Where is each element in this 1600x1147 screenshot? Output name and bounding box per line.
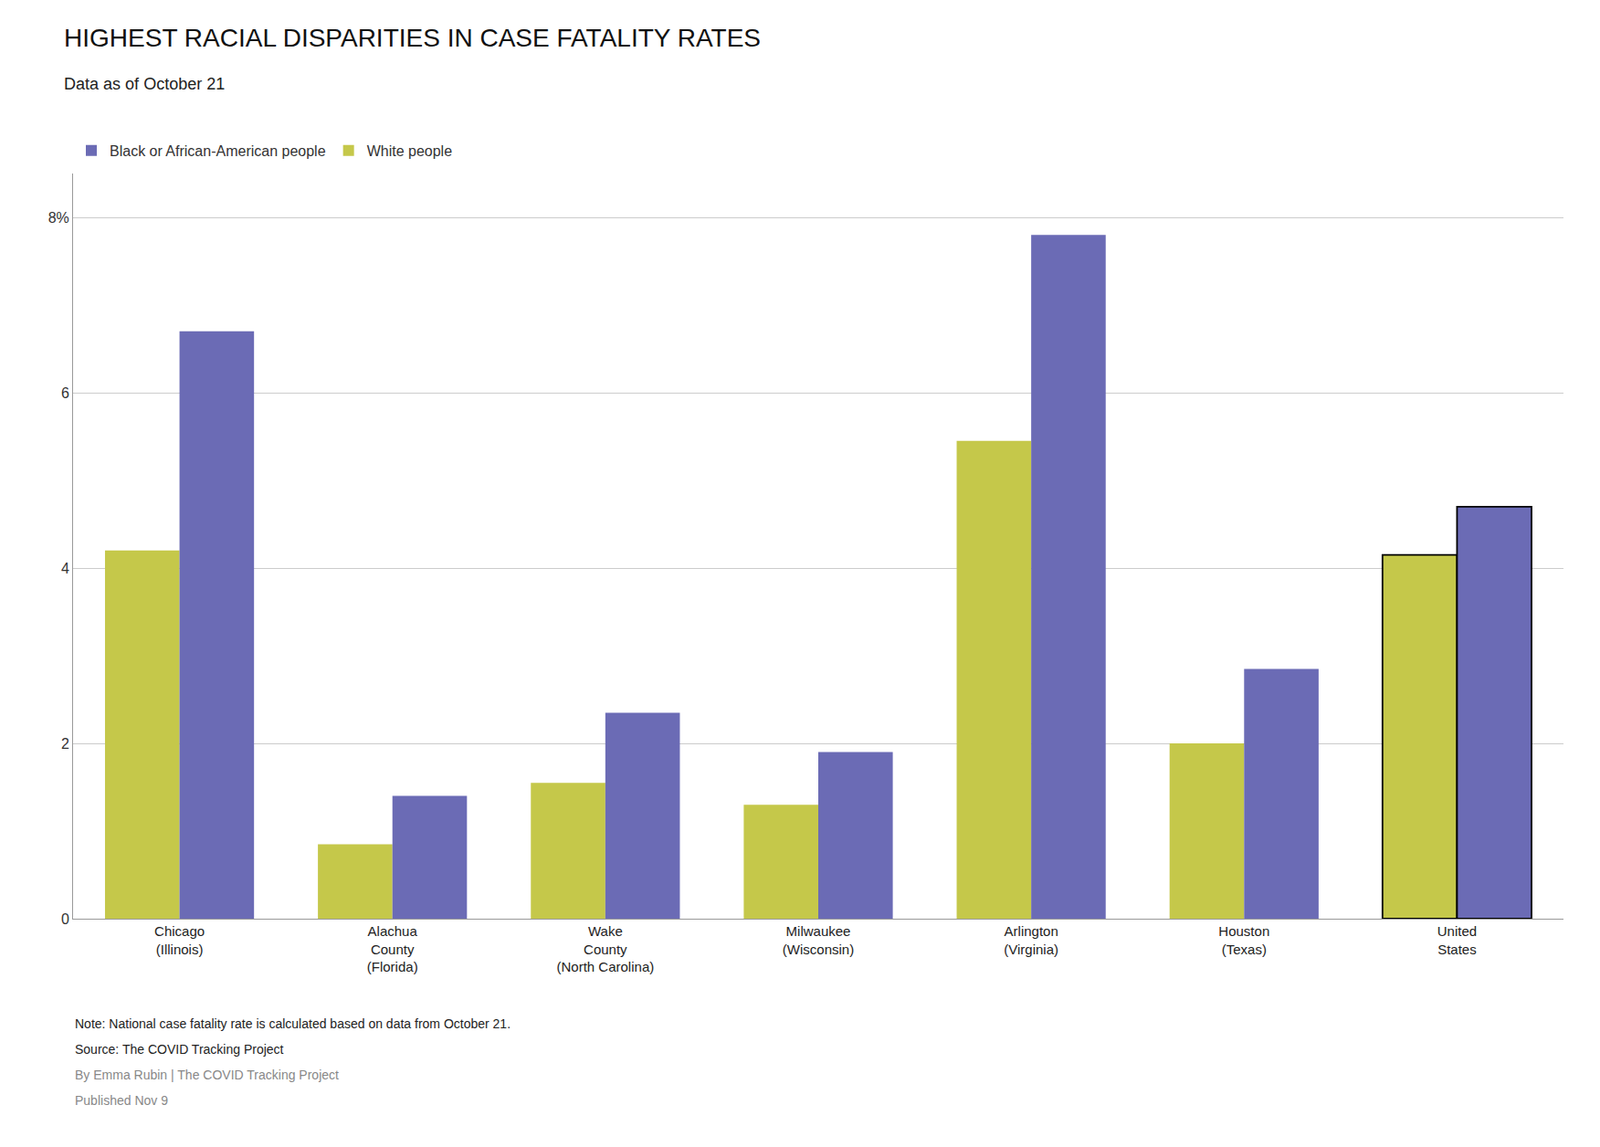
svg-text:HIGHEST RACIAL DISPARITIES IN: HIGHEST RACIAL DISPARITIES IN CASE FATAL…	[63, 23, 761, 53]
svg-text:Data as of October 21: Data as of October 21	[63, 74, 225, 94]
svg-text:By Emma Rubin | The COVID Trac: By Emma Rubin | The COVID Tracking Proje…	[74, 1067, 339, 1083]
svg-text:6: 6	[61, 385, 70, 401]
svg-text:Source: The COVID Tracking Pro: Source: The COVID Tracking Project	[74, 1042, 285, 1057]
svg-text:Chicago(Illinois): Chicago(Illinois)	[154, 923, 205, 958]
svg-text:Black or African-American peop: Black or African-American people	[109, 143, 327, 159]
svg-text:0: 0	[61, 911, 70, 927]
svg-text:4: 4	[61, 560, 70, 577]
svg-text:UnitedStates: UnitedStates	[1437, 923, 1477, 958]
svg-text:Milwaukee(Wisconsin): Milwaukee(Wisconsin)	[782, 923, 854, 958]
svg-text:8%: 8%	[48, 210, 70, 226]
svg-text:Note: National case fatality r: Note: National case fatality rate is cal…	[74, 1016, 511, 1032]
svg-text:Arlington(Virginia): Arlington(Virginia)	[1003, 923, 1059, 958]
svg-text:AlachuaCounty(Florida): AlachuaCounty(Florida)	[367, 923, 419, 975]
svg-text:2: 2	[61, 736, 70, 752]
svg-text:Houston(Texas): Houston(Texas)	[1218, 923, 1270, 958]
svg-text:WakeCounty(North Carolina): WakeCounty(North Carolina)	[557, 923, 655, 975]
svg-text:White people: White people	[367, 143, 453, 159]
svg-text:Published Nov 9: Published Nov 9	[74, 1093, 169, 1108]
